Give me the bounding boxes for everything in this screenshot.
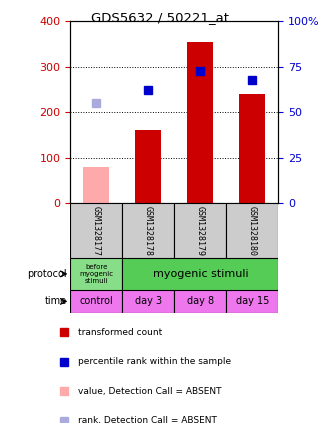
Text: GDS5632 / 50221_at: GDS5632 / 50221_at xyxy=(91,11,229,24)
Bar xyxy=(135,130,161,203)
Text: percentile rank within the sample: percentile rank within the sample xyxy=(78,357,232,366)
Bar xyxy=(70,290,123,313)
Text: day 3: day 3 xyxy=(135,297,162,306)
Text: transformed count: transformed count xyxy=(78,327,163,337)
Text: time: time xyxy=(45,297,67,306)
Text: GSM1328180: GSM1328180 xyxy=(248,206,257,255)
Bar xyxy=(70,203,123,258)
Bar xyxy=(70,258,123,290)
Bar xyxy=(174,203,227,258)
Bar xyxy=(123,203,174,258)
Bar xyxy=(123,290,174,313)
Text: GSM1328178: GSM1328178 xyxy=(144,206,153,255)
Text: before
myogenic
stimuli: before myogenic stimuli xyxy=(79,264,114,284)
Bar xyxy=(174,290,227,313)
Bar xyxy=(84,167,109,203)
Text: value, Detection Call = ABSENT: value, Detection Call = ABSENT xyxy=(78,387,222,396)
Text: rank, Detection Call = ABSENT: rank, Detection Call = ABSENT xyxy=(78,416,217,423)
Bar xyxy=(188,41,213,203)
Text: day 15: day 15 xyxy=(236,297,269,306)
Bar xyxy=(123,258,278,290)
Text: protocol: protocol xyxy=(28,269,67,279)
Text: GSM1328179: GSM1328179 xyxy=(196,206,205,255)
Text: day 8: day 8 xyxy=(187,297,214,306)
Bar xyxy=(239,94,265,203)
Text: myogenic stimuli: myogenic stimuli xyxy=(153,269,248,279)
Bar xyxy=(227,290,278,313)
Text: GSM1328177: GSM1328177 xyxy=(92,206,101,255)
Bar xyxy=(227,203,278,258)
Text: control: control xyxy=(80,297,113,306)
